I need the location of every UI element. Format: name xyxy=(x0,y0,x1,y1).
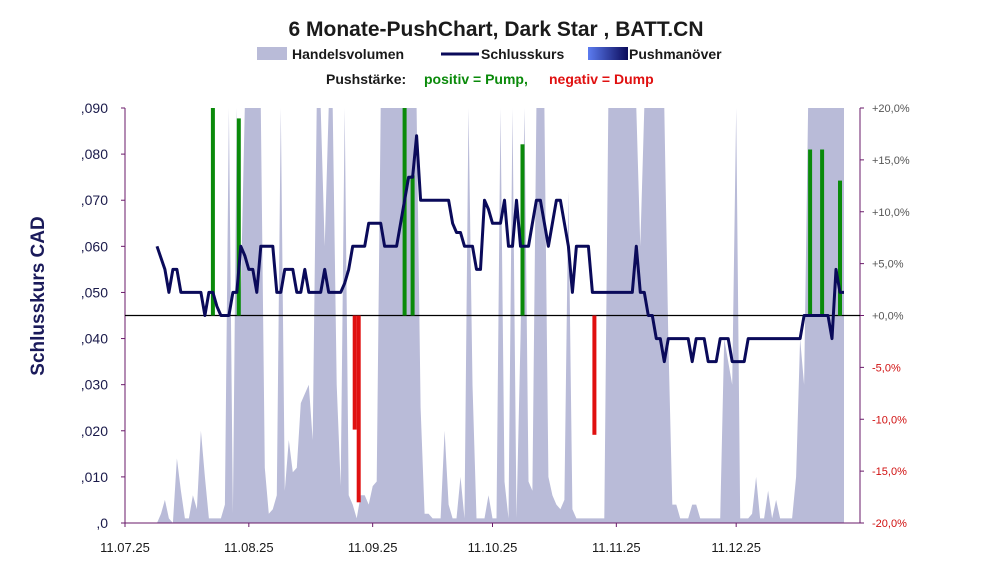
legend-item-volume: Handelsvolumen xyxy=(257,46,404,62)
x-tick-label-3: 11.10.25 xyxy=(468,540,518,555)
push-strength-label: Pushstärke: xyxy=(326,71,406,87)
legend-item-push: Pushmanöver xyxy=(588,46,722,62)
x-tick-label-2: 11.09.25 xyxy=(348,540,398,555)
legend-label-push: Pushmanöver xyxy=(629,46,722,62)
y2-tick-label-6: +10,0% xyxy=(872,207,910,219)
y-tick-label-3: ,030 xyxy=(81,377,108,393)
y-tick-label-4: ,040 xyxy=(81,331,108,347)
y2-tick-label-0: -20,0% xyxy=(872,518,907,530)
legend-swatch-volume xyxy=(257,47,287,60)
x-tick-label-1: 11.08.25 xyxy=(224,540,274,555)
y-tick-label-7: ,070 xyxy=(81,192,108,208)
y-tick-label-6: ,060 xyxy=(81,238,108,254)
y2-tick-label-5: +5,0% xyxy=(872,259,904,271)
legend-label-close: Schlusskurs xyxy=(481,46,564,62)
y-tick-label-5: ,050 xyxy=(81,284,108,300)
legend-swatch-push xyxy=(588,47,628,60)
legend-label-volume: Handelsvolumen xyxy=(292,46,404,62)
y-axis-label: Schlusskurs CAD xyxy=(28,216,49,375)
x-tick-label-0: 11.07.25 xyxy=(100,540,150,555)
y-tick-label-1: ,010 xyxy=(81,469,108,485)
y-tick-label-9: ,090 xyxy=(81,100,108,116)
close-price-line xyxy=(155,134,844,364)
y-tick-label-8: ,080 xyxy=(81,146,108,162)
legend-item-close: Schlusskurs xyxy=(441,46,564,62)
push-bar-10 xyxy=(838,180,842,316)
push-bar-5 xyxy=(410,175,415,316)
push-bar-8 xyxy=(808,149,813,316)
x-tick-label-4: 11.11.25 xyxy=(592,540,641,555)
plot-area: ,0 ,010 ,020 ,030 ,040 ,050 ,060 ,070 ,080 ,090 -2… xyxy=(81,100,910,555)
y2-tick-label-8: +20,0% xyxy=(872,103,910,115)
push-bar-0 xyxy=(210,108,215,316)
y2-tick-label-2: -10,0% xyxy=(872,414,907,426)
y2-tick-label-4: +0,0% xyxy=(872,311,904,323)
push-strength-negative: negativ = Dump xyxy=(549,71,654,87)
push-bar-2 xyxy=(352,315,357,430)
chart-title: 6 Monate-PushChart, Dark Star , BATT.CN xyxy=(288,18,703,41)
push-bar-3 xyxy=(356,315,361,503)
push-bar-4 xyxy=(402,108,407,316)
y2-tick-label-7: +15,0% xyxy=(872,155,910,167)
legend: Handelsvolumen Schlusskurs Pushmanöver xyxy=(257,46,722,62)
y2-tick-label-3: -5,0% xyxy=(872,362,901,374)
y2-tick-label-1: -15,0% xyxy=(872,466,907,478)
y-tick-label-0: ,0 xyxy=(96,515,108,531)
push-bar-7 xyxy=(592,315,597,435)
push-bar-6 xyxy=(520,144,525,316)
push-strength-positive: positiv = Pump, xyxy=(424,71,528,87)
push-bar-9 xyxy=(820,149,825,316)
push-strength-note: Pushstärke: positiv = Pump, negativ = Du… xyxy=(326,71,654,87)
y-tick-label-2: ,020 xyxy=(81,423,108,439)
x-tick-label-5: 11.12.25 xyxy=(711,540,761,555)
push-bar-1 xyxy=(236,118,241,316)
